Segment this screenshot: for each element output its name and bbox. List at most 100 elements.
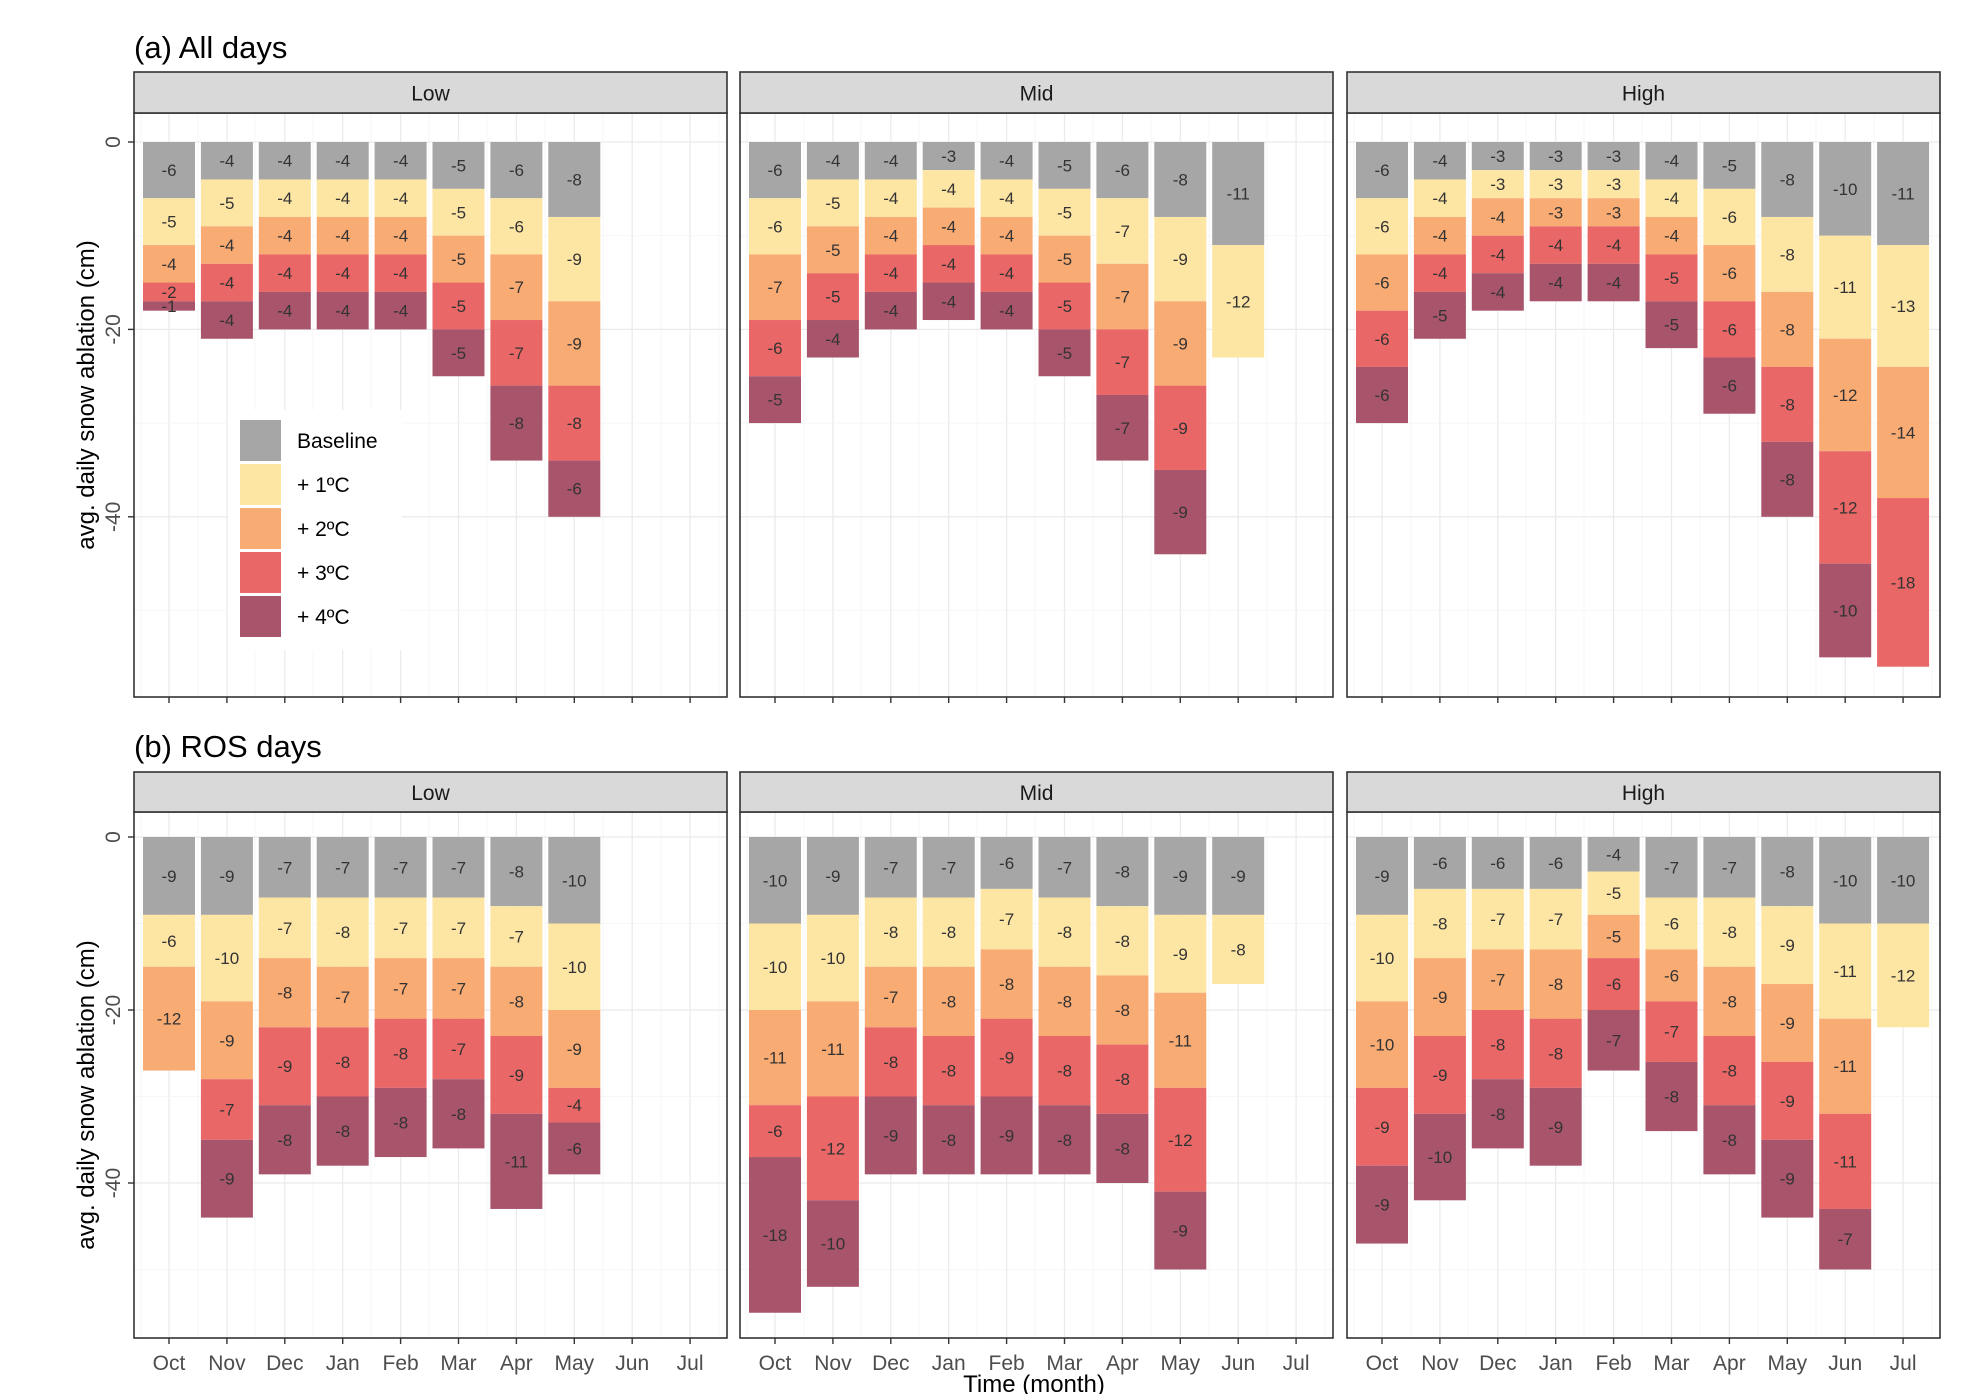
bar-b-low-oct-baseline — [143, 837, 195, 915]
bar-label-a-low-dec-2-c: -4 — [277, 227, 292, 246]
bar-label-a-low-apr-4-c: -8 — [509, 414, 524, 433]
bar-b-mid-feb-4-c — [980, 1096, 1033, 1175]
bar-label-b-low-nov-4-c: -9 — [219, 1170, 234, 1189]
bar-b-high-jun-baseline — [1819, 837, 1872, 924]
bar-label-b-high-apr-4-c: -8 — [1722, 1131, 1737, 1150]
bar-label-b-high-apr-baseline: -7 — [1722, 858, 1737, 877]
bar-a-mid-may-2-c — [1154, 301, 1207, 386]
bar-b-mid-apr-1-c — [1096, 906, 1149, 976]
bar-a-high-apr-1-c — [1703, 188, 1756, 246]
bar-label-a-mid-may-4-c: -9 — [1173, 503, 1188, 522]
bar-a-high-jul-3-c — [1877, 498, 1930, 667]
bar-label-a-mid-dec-baseline: -4 — [883, 152, 898, 171]
bar-label-a-mid-nov-4-c: -4 — [825, 330, 840, 349]
bar-label-a-high-oct-4-c: -6 — [1374, 386, 1389, 405]
bar-label-b-low-dec-1-c: -7 — [277, 919, 292, 938]
bar-label-a-high-mar-2-c: -4 — [1664, 227, 1679, 246]
bar-label-a-mid-oct-2-c: -7 — [767, 278, 782, 297]
x-tick-label-b-mid-may: May — [1160, 1352, 1200, 1375]
bar-label-a-low-nov-3-c: -4 — [219, 274, 234, 293]
legend-key-4-c — [240, 596, 281, 637]
bar-label-b-low-jan-3-c: -8 — [335, 1053, 350, 1072]
bar-label-a-high-jun-4-c: -10 — [1833, 602, 1858, 621]
bar-a-high-may-1-c — [1761, 216, 1814, 292]
bar-label-b-high-jun-1-c: -11 — [1834, 962, 1857, 981]
bar-b-high-nov-baseline — [1413, 837, 1466, 889]
bar-label-b-low-apr-baseline: -8 — [509, 863, 524, 882]
bar-label-b-low-jan-baseline: -7 — [335, 858, 350, 877]
bar-a-mid-apr-1-c — [1096, 198, 1149, 264]
bar-a-low-jan-baseline — [316, 142, 369, 180]
bar-label-a-low-jan-3-c: -4 — [335, 264, 350, 283]
bar-label-b-mid-apr-3-c: -8 — [1115, 1070, 1130, 1089]
bar-label-b-mid-jan-4-c: -8 — [941, 1131, 956, 1150]
bar-label-b-mid-oct-baseline: -10 — [763, 871, 788, 890]
bar-b-high-mar-4-c — [1645, 1061, 1698, 1132]
bar-label-a-mid-apr-baseline: -6 — [1115, 161, 1130, 180]
bar-label-b-mid-mar-baseline: -7 — [1057, 858, 1072, 877]
bar-label-b-high-dec-4-c: -8 — [1490, 1105, 1505, 1124]
bar-label-a-mid-feb-1-c: -4 — [999, 189, 1014, 208]
bar-a-high-nov-3-c — [1413, 254, 1466, 292]
bar-label-b-mid-may-baseline: -9 — [1173, 867, 1188, 886]
bar-label-b-mid-dec-2-c: -7 — [883, 988, 898, 1007]
bar-label-b-low-dec-4-c: -8 — [277, 1131, 292, 1150]
bar-label-a-high-apr-3-c: -6 — [1722, 320, 1737, 339]
legend-key-baseline — [240, 420, 281, 461]
bar-label-b-high-mar-baseline: -7 — [1664, 858, 1679, 877]
bar-b-low-dec-baseline — [258, 837, 311, 898]
bar-a-high-may-baseline — [1761, 142, 1814, 217]
bar-label-a-low-oct-4-c: -1 — [161, 297, 176, 316]
bar-label-b-mid-may-4-c: -9 — [1173, 1222, 1188, 1241]
bar-b-mid-mar-3-c — [1038, 1035, 1091, 1106]
bar-label-a-high-oct-3-c: -6 — [1374, 330, 1389, 349]
bar-b-high-nov-1-c — [1413, 888, 1466, 959]
bar-label-b-low-nov-2-c: -9 — [219, 1031, 234, 1050]
bar-a-mid-jan-2-c — [922, 207, 975, 246]
bar-b-high-jan-3-c — [1529, 1018, 1582, 1088]
bar-label-b-low-may-4-c: -6 — [567, 1139, 582, 1158]
bar-label-b-mid-apr-4-c: -8 — [1115, 1139, 1130, 1158]
bar-b-mid-jun-1-c — [1212, 914, 1265, 985]
bar-b-low-may-baseline — [548, 837, 601, 924]
bar-b-high-apr-3-c — [1703, 1035, 1756, 1106]
bar-a-low-may-2-c — [548, 301, 601, 386]
bar-a-low-feb-4-c — [374, 291, 427, 330]
bar-b-high-apr-4-c — [1703, 1105, 1756, 1175]
bar-a-low-mar-1-c — [432, 188, 485, 236]
bar-a-low-feb-1-c — [374, 179, 427, 217]
bar-label-a-mid-jan-4-c: -4 — [941, 292, 956, 311]
x-tick-label-b-low-nov: Nov — [208, 1352, 246, 1375]
bar-a-high-oct-4-c — [1356, 366, 1408, 424]
bar-label-a-low-feb-baseline: -4 — [393, 152, 408, 171]
bar-a-mid-nov-1-c — [806, 179, 859, 227]
bar-label-a-low-dec-baseline: -4 — [277, 152, 292, 171]
bar-a-high-may-4-c — [1761, 441, 1814, 517]
bar-label-b-mid-nov-2-c: -11 — [821, 1040, 844, 1059]
bar-a-high-jun-1-c — [1819, 235, 1872, 339]
bar-label-a-low-apr-1-c: -6 — [509, 217, 524, 236]
bar-b-high-oct-4-c — [1356, 1165, 1408, 1244]
bar-a-high-mar-2-c — [1645, 216, 1698, 255]
bar-label-b-high-jan-3-c: -8 — [1548, 1044, 1563, 1063]
bar-b-low-feb-baseline — [374, 837, 427, 898]
bar-a-low-nov-3-c — [200, 263, 253, 302]
bar-a-low-nov-1-c — [200, 179, 253, 227]
bar-label-b-high-jul-baseline: -10 — [1891, 871, 1916, 890]
bar-label-b-high-jun-4-c: -7 — [1838, 1230, 1853, 1249]
bar-label-b-mid-oct-3-c: -6 — [767, 1122, 782, 1141]
bar-b-low-apr-1-c — [490, 906, 543, 967]
bar-a-high-feb-3-c — [1587, 226, 1640, 264]
bar-b-high-dec-4-c — [1471, 1079, 1524, 1149]
bar-label-a-high-jul-baseline: -11 — [1891, 185, 1914, 204]
y-tick-label-a-low-20: -20 — [102, 314, 125, 344]
bar-label-a-high-mar-4-c: -5 — [1664, 316, 1679, 335]
bar-a-high-mar-4-c — [1645, 301, 1698, 349]
bar-a-low-oct-2-c — [143, 245, 195, 283]
bar-label-a-high-mar-3-c: -5 — [1664, 269, 1679, 288]
bar-a-mid-nov-2-c — [806, 226, 859, 274]
bar-label-b-mid-mar-1-c: -8 — [1057, 923, 1072, 942]
bar-a-high-jul-2-c — [1877, 366, 1930, 499]
bar-label-a-high-apr-4-c: -6 — [1722, 377, 1737, 396]
bar-a-low-feb-baseline — [374, 142, 427, 180]
